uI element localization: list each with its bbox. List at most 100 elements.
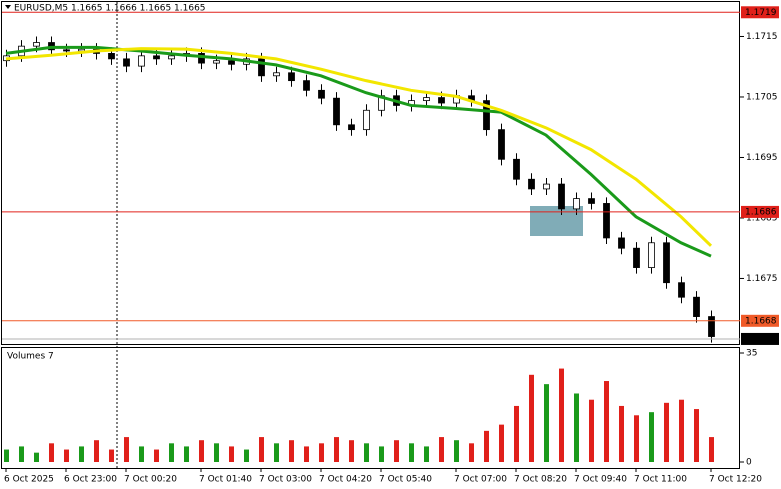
candle-body	[288, 72, 295, 82]
candle-body	[333, 97, 340, 126]
candle-body	[273, 72, 280, 77]
volume-bar	[319, 443, 324, 462]
volume-bar	[349, 440, 354, 462]
x-tick-label: 7 Oct 05:40	[379, 475, 432, 485]
x-tick-label: 7 Oct 12:20	[709, 475, 762, 485]
candle-body	[618, 237, 625, 249]
volume-bar	[49, 443, 54, 462]
volume-bar	[664, 402, 669, 462]
candle-body	[483, 100, 490, 131]
candle-body	[168, 55, 175, 60]
candle-body	[258, 58, 265, 77]
candle-body	[123, 58, 130, 67]
volume-bar	[499, 424, 504, 462]
candle-body	[633, 247, 640, 268]
level-label-bg	[741, 332, 779, 345]
volume-bar	[394, 440, 399, 462]
volume-bar	[4, 449, 9, 462]
candle-body	[138, 55, 145, 67]
volume-title: Volumes 7	[7, 352, 54, 362]
volume-bar	[229, 446, 234, 462]
x-tick-label: 6 Oct 23:00	[64, 475, 117, 485]
x-tick-label: 7 Oct 00:20	[124, 475, 177, 485]
volume-bar	[124, 437, 129, 462]
level-label-bg	[741, 205, 779, 218]
y-tick-label: 1.1675	[746, 274, 778, 284]
x-tick-label: 7 Oct 03:00	[259, 475, 312, 485]
candle-body	[603, 203, 610, 239]
volume-bar	[289, 440, 294, 462]
level-label: 1.1719	[745, 8, 777, 18]
y-tick-label: 1.1705	[746, 92, 778, 102]
price-panel	[1, 1, 740, 345]
y-tick-label: 1.1715	[746, 32, 778, 42]
moving-average	[5, 47, 713, 247]
candle-body	[423, 97, 430, 102]
candle-body	[438, 97, 445, 104]
candle-body	[198, 53, 205, 64]
volume-bar	[649, 412, 654, 462]
candle-body	[543, 183, 550, 190]
volume-bar	[34, 452, 39, 462]
candle-body	[33, 42, 40, 47]
candle-body	[678, 282, 685, 298]
header-icon	[5, 5, 11, 9]
volume-bar	[544, 384, 549, 462]
candle-body	[153, 55, 160, 60]
volume-bar	[439, 437, 444, 462]
volume-bar	[589, 399, 594, 462]
y-tick-label: 1.1685	[746, 213, 778, 223]
volume-bar	[604, 381, 609, 462]
candle-body	[708, 316, 715, 337]
level-label: 1.1668	[745, 316, 777, 326]
volume-bar	[574, 393, 579, 462]
candle-body	[363, 109, 370, 131]
candle-body	[588, 198, 595, 204]
volume-bar	[529, 374, 534, 462]
candle-body	[108, 53, 115, 60]
volume-bar	[559, 368, 564, 462]
volume-bar	[364, 443, 369, 462]
volume-bar	[379, 446, 384, 462]
volume-bar	[514, 405, 519, 462]
x-tick-label: 7 Oct 11:00	[634, 475, 687, 485]
candle-body	[513, 158, 520, 180]
candle-body	[213, 60, 220, 64]
candle-body	[318, 89, 325, 99]
volume-bar	[274, 443, 279, 462]
volume-bar	[109, 449, 114, 462]
candle-body	[663, 242, 670, 284]
y-tick-label: 1.1695	[746, 153, 778, 163]
candle-body	[348, 124, 355, 131]
volume-bar	[259, 437, 264, 462]
level-label-bg	[741, 314, 779, 327]
volume-bar	[304, 446, 309, 462]
volume-bar	[409, 443, 414, 462]
volume-bar	[619, 405, 624, 462]
volume-tick-label: 0	[746, 458, 752, 468]
volume-bar	[679, 399, 684, 462]
volume-bar	[79, 446, 84, 462]
volume-bar	[94, 440, 99, 462]
candle-body	[648, 242, 655, 268]
candle-body	[303, 80, 310, 91]
x-tick-label: 7 Oct 09:40	[574, 475, 627, 485]
volume-bar	[64, 449, 69, 462]
volume-bar	[139, 446, 144, 462]
volume-bar	[334, 437, 339, 462]
volume-bar	[424, 446, 429, 462]
header: EURUSD,M5 1.1665 1.1666 1.1665 1.1665	[14, 4, 206, 14]
volume-bar	[634, 415, 639, 462]
volume-panel	[1, 347, 740, 469]
x-tick-label: 7 Oct 08:20	[514, 475, 567, 485]
highlight-box	[530, 206, 583, 236]
x-tick-label: 6 Oct 2025	[4, 475, 54, 485]
candle-body	[63, 49, 70, 52]
volume-bar	[709, 437, 714, 462]
volume-bar	[454, 440, 459, 462]
volume-bar	[484, 430, 489, 462]
x-tick-label: 7 Oct 04:20	[319, 475, 372, 485]
volume-bar	[169, 443, 174, 462]
candle-body	[528, 178, 535, 190]
level-label: 1.1665	[745, 334, 777, 344]
